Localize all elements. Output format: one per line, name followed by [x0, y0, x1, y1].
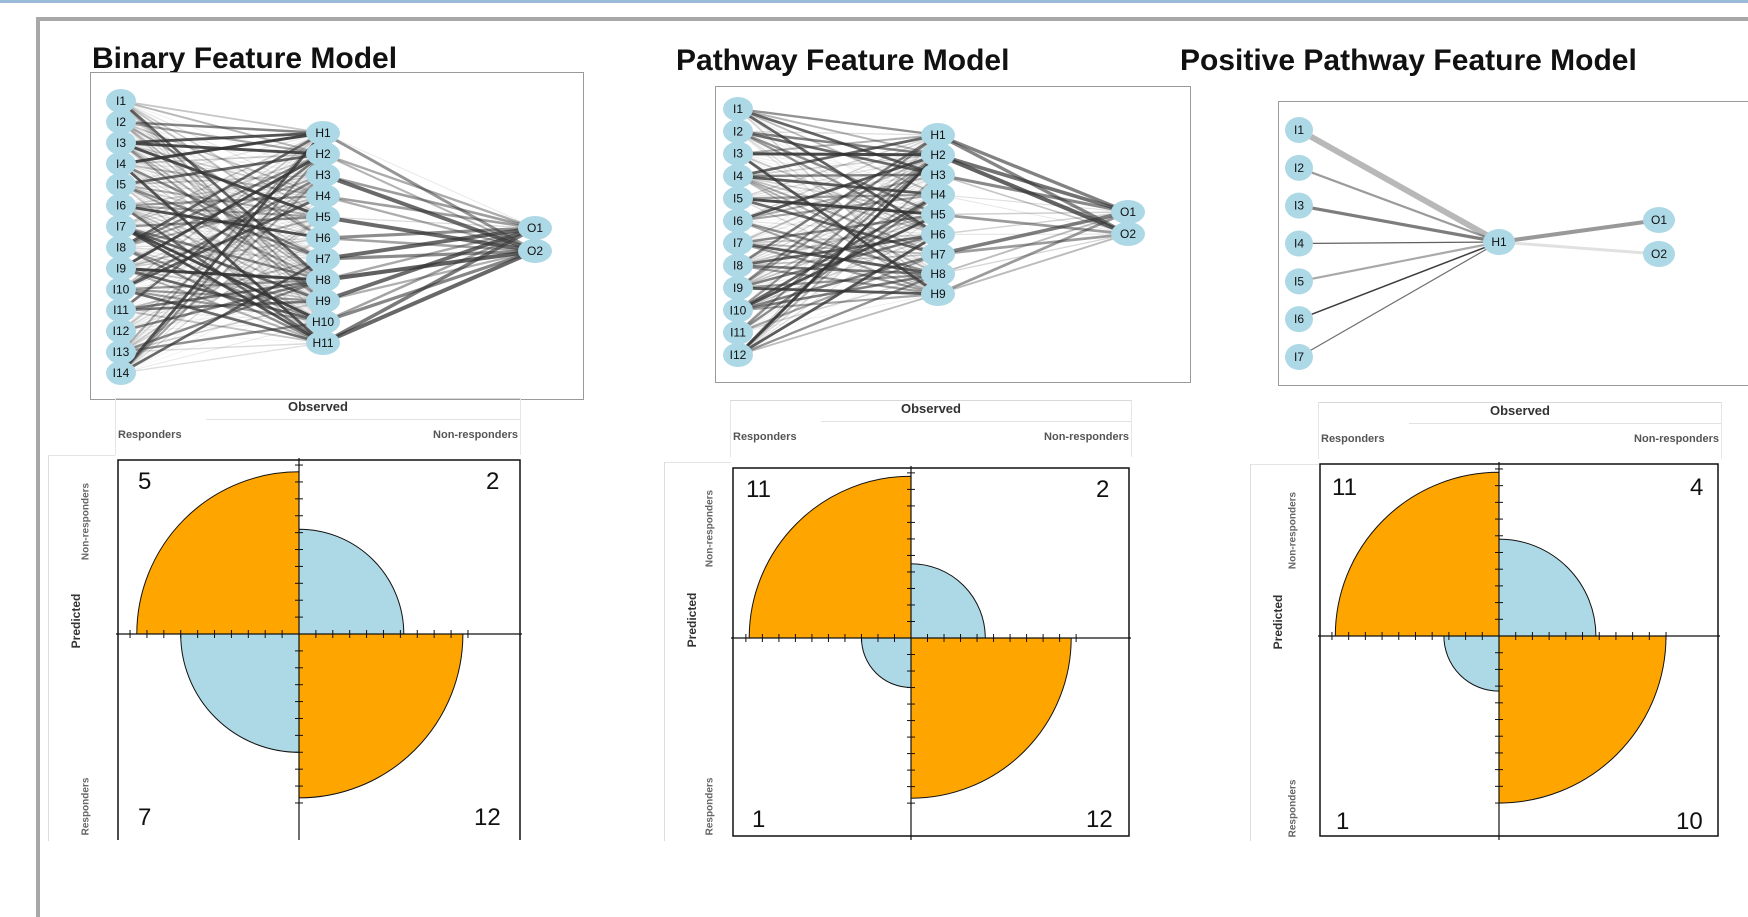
node-i6: I6: [1285, 306, 1313, 332]
node-o1: O1: [1643, 207, 1675, 233]
node-i3: I3: [1285, 193, 1313, 219]
observed-responders: Responders: [1321, 433, 1385, 445]
observed-divider: [1409, 423, 1721, 424]
edge-I4-H1: [1299, 242, 1499, 244]
node-label: I1: [1294, 123, 1304, 137]
edge-I7-H1: [1299, 242, 1499, 357]
edge-H1-O2: [1499, 242, 1659, 254]
node-label: I2: [1294, 161, 1304, 175]
node-label: I6: [1294, 312, 1304, 326]
node-label: I5: [1294, 274, 1304, 288]
node-label: O1: [1651, 213, 1667, 227]
node-i7: I7: [1285, 344, 1313, 370]
edge-I2-H1: [1299, 168, 1499, 242]
observed-header: Observed Responders Non-responders: [1318, 402, 1722, 459]
node-i1: I1: [1285, 117, 1313, 143]
quadrant-top-right: [1499, 539, 1596, 636]
count-top-right: 4: [1690, 476, 1703, 500]
edges-hidden-output: [1499, 220, 1659, 254]
edges-input-hidden: [1299, 130, 1499, 357]
edge-I6-H1: [1299, 242, 1499, 319]
network-diagram: I1 I2 I3 I4 I5 I6 I7 H1 O1 O2: [1278, 101, 1748, 386]
predicted-title: Predicted: [1271, 587, 1285, 657]
node-i2: I2: [1285, 155, 1313, 181]
predicted-responders: Responders: [1288, 774, 1299, 844]
quadrant-bottom-right: [1499, 636, 1666, 803]
count-bottom-right: 10: [1676, 810, 1703, 834]
output-nodes: O1 O2: [1643, 207, 1675, 267]
predicted-sidebar: Predicted Non-responders Responders: [1250, 464, 1319, 841]
predicted-non-responders: Non-responders: [1288, 486, 1299, 576]
node-o2: O2: [1643, 241, 1675, 267]
observed-non-responders: Non-responders: [1634, 433, 1719, 445]
node-label: O2: [1651, 247, 1667, 261]
edge-H1-O1: [1499, 220, 1659, 242]
fourfold-plot: [1318, 462, 1720, 840]
edge-I5-H1: [1299, 242, 1499, 281]
node-h1: H1: [1483, 229, 1515, 255]
network-svg: I1 I2 I3 I4 I5 I6 I7 H1 O1 O2: [1279, 102, 1748, 385]
quadrant-top-left: [1335, 472, 1499, 636]
node-i4: I4: [1285, 231, 1313, 257]
hidden-nodes: H1: [1483, 229, 1515, 255]
input-nodes: I1 I2 I3 I4 I5 I6 I7: [1285, 117, 1313, 370]
panel-title: Positive Pathway Feature Model: [1180, 44, 1637, 78]
node-i5: I5: [1285, 268, 1313, 294]
node-label: H1: [1491, 235, 1507, 249]
observed-title: Observed: [1319, 403, 1721, 418]
count-top-left: 11: [1332, 476, 1357, 500]
count-bottom-left: 1: [1336, 810, 1349, 834]
node-label: I4: [1294, 237, 1304, 251]
node-label: I3: [1294, 199, 1304, 213]
quadrant-bottom-left: [1444, 636, 1499, 691]
node-label: I7: [1294, 350, 1304, 364]
